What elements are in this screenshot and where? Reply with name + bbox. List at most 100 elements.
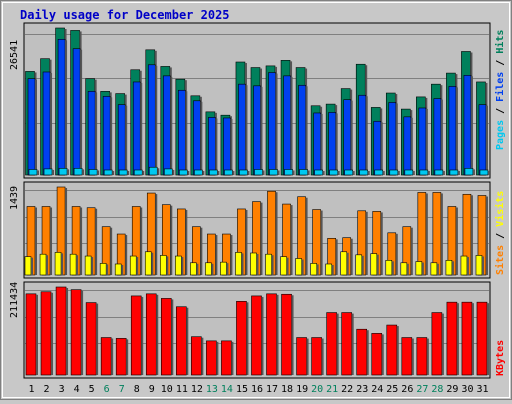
bar-files-day-19 xyxy=(298,84,308,176)
legend-hits: Hits xyxy=(494,30,506,54)
bar-kbytes-day-20 xyxy=(311,337,324,376)
bar-kbytes-day-24 xyxy=(371,333,384,376)
legend-sep-1: / xyxy=(495,102,506,120)
bar-pages-day-16 xyxy=(254,169,265,176)
bar-files-day-2 xyxy=(42,71,53,176)
bar-files-day-15 xyxy=(238,83,248,176)
xtick-day-12: 12 xyxy=(191,384,203,395)
bar-files-day-21 xyxy=(328,112,338,176)
bar-pages-day-19 xyxy=(299,169,310,176)
bar-pages-day-17 xyxy=(269,169,280,176)
bar-visits-day-4 xyxy=(69,253,79,276)
xtick-day-30: 30 xyxy=(461,384,473,395)
bar-pages-day-22 xyxy=(344,169,355,176)
xtick-day-2: 2 xyxy=(44,384,50,395)
bar-files-day-17 xyxy=(268,72,278,176)
bar-files-day-8 xyxy=(132,81,143,176)
bar-visits-day-29 xyxy=(445,260,454,276)
bar-pages-day-11 xyxy=(179,169,190,176)
bar-files-day-4 xyxy=(72,48,83,176)
bar-visits-day-5 xyxy=(84,255,94,276)
bar-visits-day-30 xyxy=(460,255,469,276)
bar-visits-day-6 xyxy=(99,263,109,276)
bar-kbytes-day-25 xyxy=(386,324,399,376)
xtick-day-1: 1 xyxy=(29,384,35,395)
bar-pages-day-13 xyxy=(209,169,220,176)
bar-visits-day-26 xyxy=(400,262,409,276)
bar-visits-day-8 xyxy=(129,255,139,276)
bar-files-day-22 xyxy=(343,99,353,176)
ytick-max-kbytes: 211434 xyxy=(9,282,20,318)
bar-kbytes-day-3 xyxy=(55,286,69,376)
bar-pages-day-14 xyxy=(224,169,235,176)
xtick-day-20: 20 xyxy=(311,384,323,395)
bar-pages-day-6 xyxy=(103,169,115,176)
bar-files-day-30 xyxy=(463,75,473,176)
bar-kbytes-day-26 xyxy=(401,337,414,376)
bar-files-day-26 xyxy=(403,116,413,176)
bar-pages-day-27 xyxy=(419,169,430,176)
bar-kbytes-day-8 xyxy=(130,295,144,376)
xtick-day-14: 14 xyxy=(221,384,233,395)
bar-visits-day-25 xyxy=(385,260,394,276)
xtick-day-18: 18 xyxy=(281,384,293,395)
xtick-day-13: 13 xyxy=(206,384,218,395)
bar-files-day-10 xyxy=(162,75,173,176)
bar-visits-day-10 xyxy=(159,255,169,276)
bar-kbytes-day-30 xyxy=(461,301,474,376)
inner-border xyxy=(2,2,510,398)
bar-pages-day-2 xyxy=(43,168,55,176)
bar-files-day-16 xyxy=(253,85,263,176)
xtick-day-7: 7 xyxy=(119,384,125,395)
bar-visits-day-31 xyxy=(475,255,484,276)
bar-visits-day-16 xyxy=(250,252,259,276)
bar-kbytes-day-27 xyxy=(416,337,429,376)
xtick-day-29: 29 xyxy=(446,384,458,395)
bar-visits-day-2 xyxy=(39,253,49,276)
bar-pages-day-8 xyxy=(133,169,145,176)
xtick-day-28: 28 xyxy=(431,384,443,395)
legend-sep-2: / xyxy=(495,54,506,72)
xtick-day-21: 21 xyxy=(326,384,338,395)
bar-visits-day-14 xyxy=(220,261,229,276)
xtick-day-8: 8 xyxy=(134,384,140,395)
legend-hits-files-pages: Pages / Files / Hits xyxy=(494,30,506,150)
legend-files: Files xyxy=(494,72,506,102)
bar-pages-day-15 xyxy=(239,169,250,176)
bar-pages-day-30 xyxy=(464,168,475,176)
bar-kbytes-day-29 xyxy=(446,301,459,376)
bar-files-day-3 xyxy=(57,39,68,176)
bar-kbytes-day-14 xyxy=(221,340,234,376)
bar-kbytes-day-12 xyxy=(191,336,204,376)
bars-layer xyxy=(24,27,490,376)
bar-visits-day-18 xyxy=(280,256,289,276)
bar-pages-day-28 xyxy=(434,169,445,176)
bar-pages-day-10 xyxy=(163,168,175,176)
xtick-day-5: 5 xyxy=(89,384,95,395)
bar-kbytes-day-31 xyxy=(476,301,489,376)
bar-pages-day-5 xyxy=(88,169,100,176)
legend-visits: Visits xyxy=(494,191,506,227)
bar-kbytes-day-6 xyxy=(100,337,114,376)
bar-files-day-31 xyxy=(478,104,488,176)
bar-pages-day-1 xyxy=(28,169,39,176)
bar-files-day-29 xyxy=(448,86,458,176)
bar-pages-day-21 xyxy=(329,169,340,176)
bar-files-day-25 xyxy=(388,102,398,176)
bar-visits-day-13 xyxy=(205,262,214,276)
x-axis-day-labels: 1 2 3 4 5 6 7 8 9 10 11 12 13 14 15 16 17 18 19 20 21 22 23 24 2… xyxy=(29,384,489,395)
bar-pages-day-4 xyxy=(73,168,85,176)
xtick-day-27: 27 xyxy=(416,384,428,395)
bar-visits-day-24 xyxy=(370,253,379,276)
bar-files-day-28 xyxy=(433,98,443,176)
bar-visits-day-19 xyxy=(295,258,304,276)
bar-kbytes-day-1 xyxy=(25,293,38,376)
legend-sep-3: / xyxy=(495,227,506,245)
ytick-max-visits: 1439 xyxy=(9,186,20,210)
xtick-day-31: 31 xyxy=(476,384,488,395)
bar-files-day-14 xyxy=(223,117,233,176)
bar-visits-day-23 xyxy=(355,254,364,276)
bar-files-day-24 xyxy=(373,120,383,176)
bar-kbytes-day-7 xyxy=(115,338,129,376)
